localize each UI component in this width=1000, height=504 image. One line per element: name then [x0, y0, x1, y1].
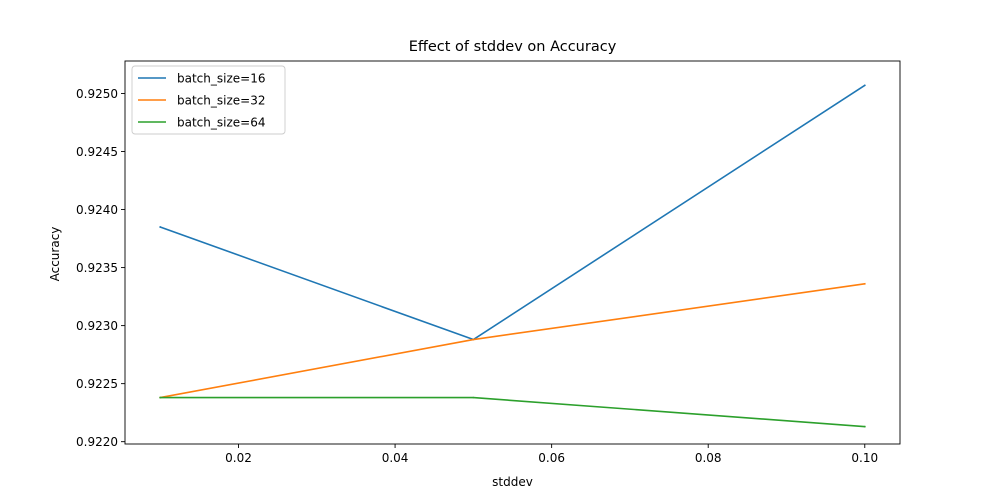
x-tick-label: 0.04 — [382, 451, 409, 465]
legend-label: batch_size=32 — [177, 94, 265, 108]
x-axis-label: stddev — [492, 475, 533, 489]
series-line-3 — [159, 396, 866, 428]
data-point — [863, 425, 866, 428]
y-tick-label: 0.9240 — [76, 203, 118, 217]
y-tick-label: 0.9235 — [76, 261, 118, 275]
data-point — [159, 396, 162, 399]
y-axis-label: Accuracy — [48, 227, 62, 282]
data-point — [472, 396, 475, 399]
x-tick-label: 0.08 — [695, 451, 722, 465]
y-tick-label: 0.9225 — [76, 377, 118, 391]
legend-box — [131, 65, 286, 135]
legend-label: batch_size=64 — [177, 116, 265, 130]
y-tick-label: 0.9220 — [76, 435, 118, 449]
y-tick-label: 0.9230 — [76, 319, 118, 333]
data-point — [159, 226, 162, 228]
y-tick-label: 0.9250 — [76, 87, 118, 101]
series-line-2 — [159, 282, 866, 399]
legend-label: batch_size=16 — [177, 72, 265, 86]
data-point — [472, 338, 475, 341]
data-point — [863, 283, 866, 285]
x-tick-label: 0.02 — [225, 451, 252, 465]
x-tick-label: 0.10 — [851, 451, 878, 465]
y-tick-label: 0.9245 — [76, 145, 118, 159]
x-tick-label: 0.06 — [538, 451, 565, 465]
data-point — [863, 84, 866, 87]
plot-area: 0.02 0.04 0.06 0.08 0.10 0.9220 0.9225 0.9230 0.… — [76, 60, 901, 465]
chart-title: Effect of stddev on Accuracy — [409, 39, 617, 55]
axes-frame — [124, 60, 901, 445]
